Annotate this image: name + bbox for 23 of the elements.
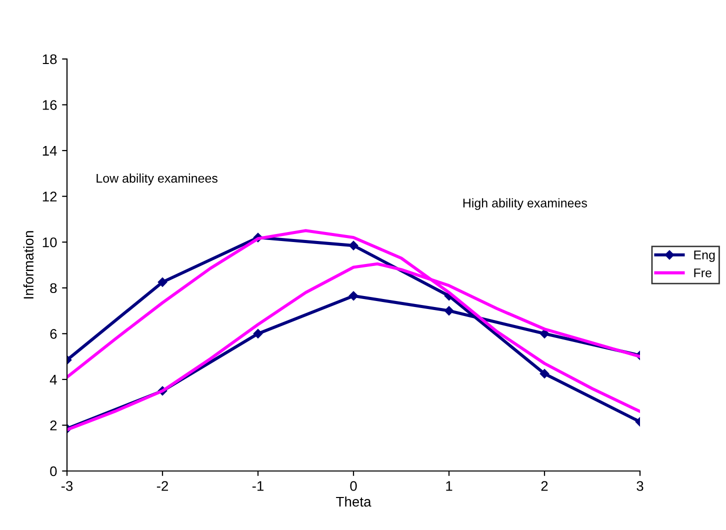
legend-label: Eng bbox=[694, 250, 715, 262]
legend-label: Fre bbox=[694, 268, 712, 278]
x-tick-label: 3 bbox=[636, 481, 644, 491]
y-tick-label: 16 bbox=[42, 100, 57, 110]
y-tick-label: 2 bbox=[50, 420, 57, 430]
x-tick-label: -1 bbox=[252, 481, 264, 491]
x-axis-title: Theta bbox=[336, 496, 372, 507]
y-tick-label: 8 bbox=[50, 283, 57, 294]
annotation: High ability examinees bbox=[463, 198, 587, 210]
annotation: Low ability examinees bbox=[96, 174, 218, 186]
y-tick-label: 18 bbox=[42, 54, 57, 64]
y-tick-label: 14 bbox=[42, 146, 57, 156]
x-tick-label: -2 bbox=[156, 481, 168, 491]
y-tick-label: 4 bbox=[50, 374, 57, 384]
y-tick-label: 10 bbox=[42, 237, 57, 248]
x-tick-label: 0 bbox=[350, 481, 357, 491]
y-tick-label: 6 bbox=[50, 329, 57, 339]
x-tick-label: -3 bbox=[61, 481, 73, 491]
y-axis-title: Information bbox=[23, 231, 34, 298]
x-tick-label: 2 bbox=[541, 481, 548, 491]
y-tick-label: 12 bbox=[42, 192, 57, 202]
x-tick-label: 1 bbox=[446, 481, 452, 491]
y-tick-label: 0 bbox=[50, 466, 57, 476]
